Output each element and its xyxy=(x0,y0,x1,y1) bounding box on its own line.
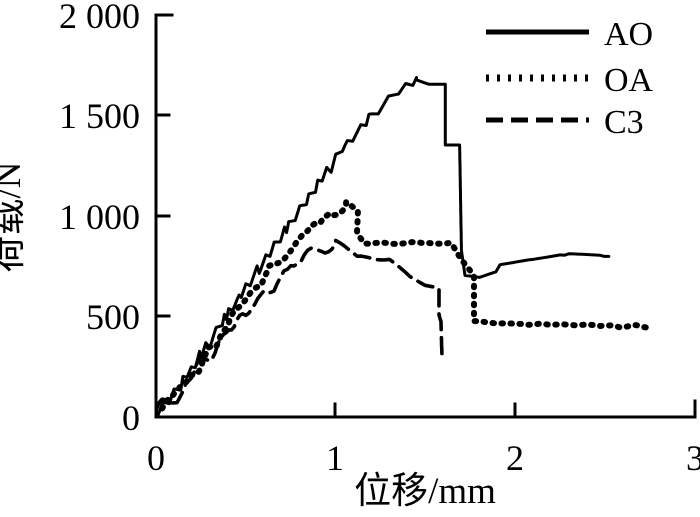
svg-text:AO: AO xyxy=(604,16,653,53)
svg-text:OA: OA xyxy=(604,62,654,99)
svg-text:0: 0 xyxy=(122,398,140,438)
svg-text:C3: C3 xyxy=(604,104,644,141)
svg-text:2: 2 xyxy=(506,438,524,478)
svg-text:荷载/N: 荷载/N xyxy=(0,162,29,273)
svg-text:0: 0 xyxy=(147,438,165,478)
svg-text:2 000: 2 000 xyxy=(59,0,140,36)
svg-text:1 500: 1 500 xyxy=(59,96,140,136)
svg-text:3: 3 xyxy=(686,438,700,478)
svg-text:1 000: 1 000 xyxy=(59,197,140,237)
svg-text:位移/mm: 位移/mm xyxy=(354,470,496,512)
svg-text:1: 1 xyxy=(326,438,344,478)
svg-text:500: 500 xyxy=(86,297,140,337)
